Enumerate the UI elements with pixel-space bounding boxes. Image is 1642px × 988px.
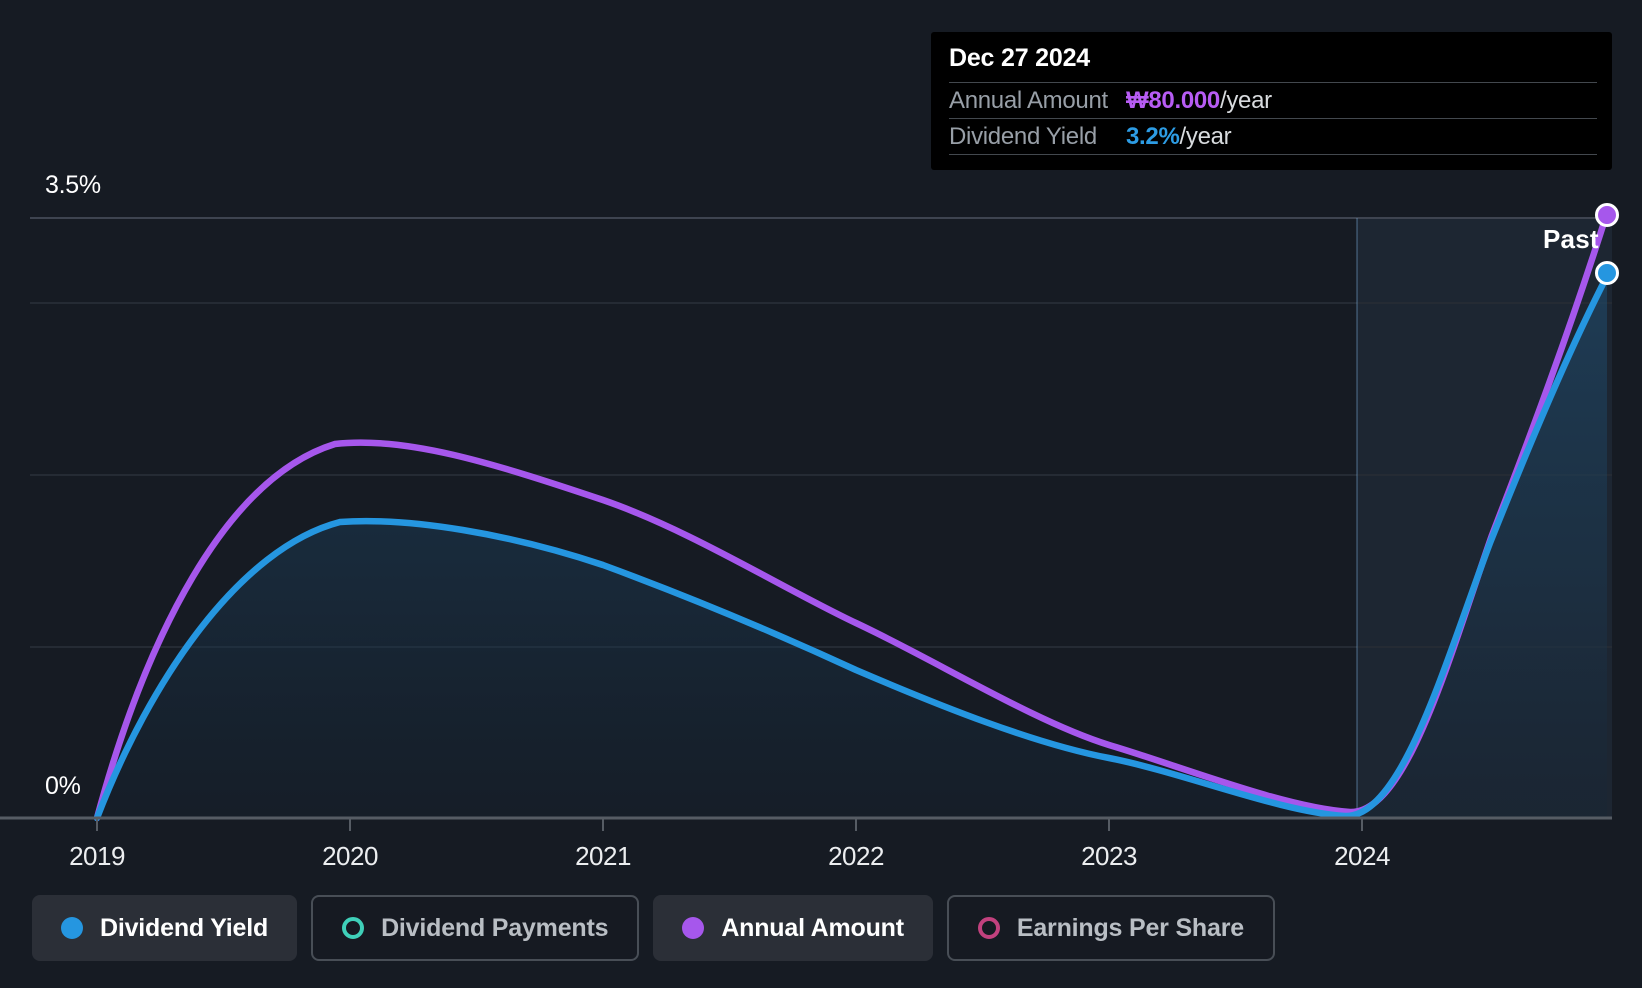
tooltip-annual-amount-label: Annual Amount [949,86,1108,114]
annual-amount-dot-icon [682,917,705,939]
legend-button-earnings-per-share[interactable]: Earnings Per Share [946,895,1275,961]
chart-tooltip: Dec 27 2024 Annual Amount ₩80.000 /year … [931,32,1612,170]
dividend-payments-ring-icon [342,917,365,939]
annual-amount-end-marker[interactable] [1595,203,1619,227]
x-axis-label-2022: 2022 [828,841,884,871]
dividend-yield-end-marker[interactable] [1595,261,1619,285]
tooltip-dividend-yield-suffix: /year [1179,122,1232,150]
dividend-yield-line [93,272,1611,822]
tooltip-dividend-yield-value: 3.2% [1126,122,1180,150]
tooltip-bottom-divider [949,154,1597,155]
tooltip-annual-amount-suffix: /year [1219,86,1272,114]
x-axis-label-2021: 2021 [575,841,631,871]
tooltip-annual-amount-value: ₩80.000 [1126,86,1220,114]
legend-button-dividend-yield[interactable]: Dividend Yield [32,895,298,961]
legend-annual-amount-label: Annual Amount [721,913,904,942]
legend-button-dividend-payments[interactable]: Dividend Payments [311,895,640,961]
past-region-label: Past [1543,224,1599,254]
tooltip-row-annual-amount: Annual Amount ₩80.000 /year [949,82,1597,118]
tooltip-date: Dec 27 2024 [949,44,1090,72]
chart-legend: Dividend Yield Dividend Payments Annual … [32,895,1275,961]
dividend-yield-area [97,276,1607,818]
y-axis-min-label: 0% [45,772,81,800]
dividend-yield-dot-icon [61,917,83,939]
y-axis-max-label: 3.5% [45,171,101,199]
tooltip-row-dividend-yield: Dividend Yield 3.2% /year [949,118,1597,154]
legend-button-annual-amount[interactable]: Annual Amount [653,895,933,961]
x-axis-label-2024: 2024 [1334,841,1390,871]
x-axis-label-2020: 2020 [322,841,378,871]
x-axis-label-2019: 2019 [69,841,125,871]
legend-dividend-payments-label: Dividend Payments [381,913,609,942]
legend-dividend-yield-label: Dividend Yield [100,913,269,942]
legend-earnings-per-share-label: Earnings Per Share [1016,913,1244,942]
x-axis-label-2023: 2023 [1081,841,1137,871]
tooltip-dividend-yield-label: Dividend Yield [949,122,1097,150]
earnings-per-share-ring-icon [977,917,1000,939]
